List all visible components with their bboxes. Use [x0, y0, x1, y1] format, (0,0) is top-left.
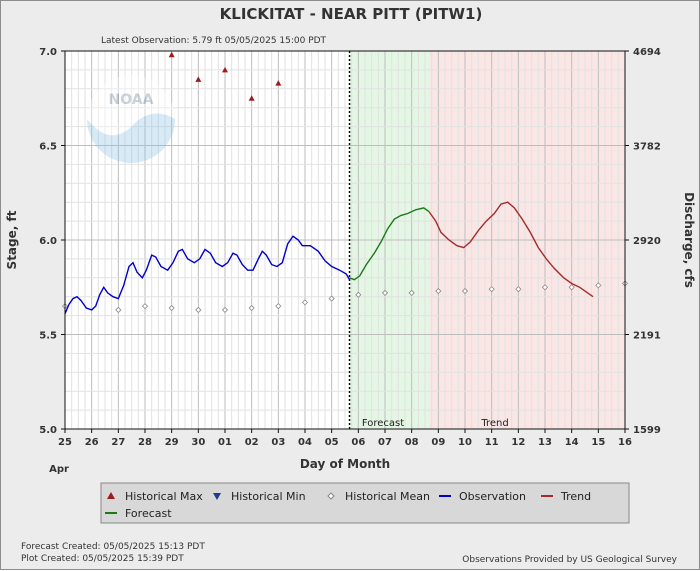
historical-max-point: [275, 80, 282, 86]
x-tick-label: 26: [85, 437, 99, 448]
legend-forecast: Forecast: [105, 507, 172, 520]
y-tick-label: 5.0: [39, 425, 57, 436]
legend-historical-max-label: Historical Max: [125, 490, 203, 503]
y2-tick-label: 2920: [633, 236, 661, 247]
noaa-logo-text: NOAA: [109, 92, 154, 108]
y2-axis-label: Discharge, cfs: [682, 192, 696, 288]
x-tick-label: 15: [591, 437, 605, 448]
x-tick-label: 06: [351, 437, 365, 448]
x-tick-label: 27: [111, 437, 125, 448]
y-tick-label: 5.5: [39, 331, 57, 342]
x-tick-label: 01: [218, 437, 232, 448]
forecast-line: [349, 207, 430, 281]
legend-items: Historical Max Historical Min Historical M…: [105, 490, 591, 520]
historical-mean-point: [328, 295, 335, 302]
historical-mean-point: [541, 284, 549, 291]
legend-forecast-label: Forecast: [125, 507, 172, 520]
x-tick-label: 13: [538, 437, 552, 448]
x-tick-label: 09: [431, 437, 445, 448]
historical-mean-point: [195, 306, 202, 313]
x-tick-label: 28: [138, 437, 152, 448]
legend-observation-label: Observation: [459, 490, 526, 503]
y-tick-label: 6.5: [39, 142, 57, 153]
historical-max-point: [168, 51, 175, 58]
x-tick-label: 04: [298, 437, 312, 448]
x-tick-label: 11: [485, 437, 499, 448]
data-source-text: Observations Provided by US Geological S…: [462, 555, 677, 565]
forecast-region-label: Forecast: [362, 418, 404, 429]
historical-mean-point: [408, 289, 415, 296]
y-tick-label: 6.0: [39, 236, 57, 247]
legend-trend: Trend: [541, 490, 591, 503]
legend-historical-min-label: Historical Min: [231, 490, 306, 503]
y-axis-label: Stage, ft: [5, 210, 19, 269]
chart-title: KLICKITAT - NEAR PITT (PITW1): [220, 5, 483, 23]
historical-mean-point: [488, 286, 495, 293]
legend-historical-mean-label: Historical Mean: [345, 490, 430, 503]
x-month-label: Apr: [49, 464, 69, 475]
observation-line: [64, 235, 351, 314]
y-tick-label: 7.0: [39, 47, 57, 58]
historical-mean-point: [301, 299, 309, 306]
historical-max-point: [222, 66, 228, 73]
x-tick-label: 02: [245, 437, 259, 448]
x-tick-label: 29: [165, 437, 179, 448]
y2-tick-label: 2191: [633, 331, 661, 342]
latest-observation: Latest Observation: 5.79 ft 05/05/2025 1…: [101, 36, 327, 46]
legend-observation: Observation: [439, 490, 526, 503]
historical-mean-point: [168, 304, 175, 312]
historical-mean-point: [248, 304, 255, 312]
legend-historical-max: Historical Max: [107, 490, 203, 503]
historical-mean-point: [568, 284, 575, 291]
x-tick-label: 08: [405, 437, 419, 448]
x-tick-label: 25: [58, 437, 72, 448]
trend-line: [428, 201, 594, 298]
legend-historical-max-swatch: [107, 492, 115, 499]
legend-historical-min-swatch: [213, 493, 221, 500]
historical-mean-point: [141, 303, 149, 310]
historical-mean-point: [595, 282, 602, 289]
x-tick-label: 12: [511, 437, 525, 448]
plot-created-text: Plot Created: 05/05/2025 15:39 PDT: [21, 554, 184, 564]
x-axis-label: Day of Month: [300, 457, 390, 471]
historical-mean-point: [381, 289, 389, 296]
x-tick-label: 03: [271, 437, 285, 448]
legend-trend-label: Trend: [560, 490, 591, 503]
y2-tick-label: 4694: [633, 47, 661, 58]
y2-tick-label: 1599: [633, 425, 661, 436]
x-tick-label: 16: [618, 437, 632, 448]
x-tick-label: 30: [191, 437, 205, 448]
x-tick-label: 10: [458, 437, 472, 448]
x-tick-label: 14: [565, 437, 579, 448]
legend-historical-mean-swatch: [327, 492, 335, 500]
x-tick-label: 05: [325, 437, 339, 448]
legend: Historical Max Historical Min Historical M…: [100, 482, 630, 524]
forecast-created-text: Forecast Created: 05/05/2025 15:13 PDT: [21, 542, 205, 552]
historical-mean-point: [435, 287, 442, 295]
trend-region-label: Trend: [480, 418, 508, 429]
historical-mean-point: [515, 286, 522, 293]
x-tick-label: 07: [378, 437, 392, 448]
noaa-logo: NOAA: [87, 75, 175, 163]
series: [61, 51, 629, 314]
historical-max-point: [195, 76, 202, 82]
historical-mean-point: [355, 291, 362, 298]
legend-box: [100, 482, 630, 524]
axes: 25 26 27 28 29 30 01 02 03 04 05 06 07 08 09 10 11 12 13 14…: [39, 47, 661, 448]
historical-mean-point: [461, 287, 469, 295]
y2-tick-label: 3782: [633, 142, 661, 153]
historical-mean-point: [221, 306, 229, 313]
historical-mean-point: [115, 306, 122, 313]
legend-historical-min: Historical Min: [213, 490, 306, 503]
legend-historical-mean: Historical Mean: [327, 490, 430, 503]
historical-mean-point: [275, 303, 282, 310]
historical-max-point: [248, 95, 255, 101]
